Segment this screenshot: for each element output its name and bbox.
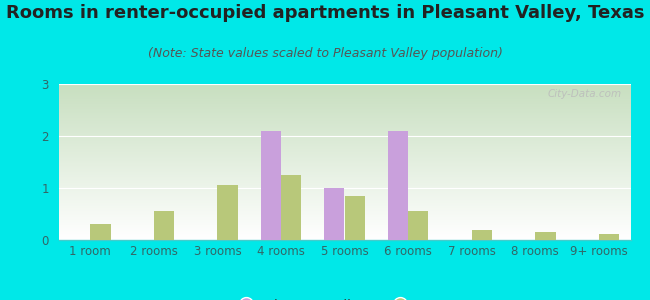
Bar — [281, 175, 302, 240]
Bar — [387, 131, 408, 240]
Bar — [90, 224, 110, 240]
Bar — [472, 230, 492, 240]
Bar — [324, 188, 345, 240]
Legend: Pleasant Valley, Texas: Pleasant Valley, Texas — [227, 293, 462, 300]
Bar — [154, 212, 174, 240]
Bar — [217, 185, 238, 240]
Bar — [599, 234, 619, 240]
Bar — [408, 212, 428, 240]
Bar — [261, 131, 281, 240]
Bar — [535, 232, 556, 240]
Text: (Note: State values scaled to Pleasant Valley population): (Note: State values scaled to Pleasant V… — [148, 46, 502, 59]
Bar — [344, 196, 365, 240]
Text: City-Data.com: City-Data.com — [548, 89, 622, 99]
Text: Rooms in renter-occupied apartments in Pleasant Valley, Texas: Rooms in renter-occupied apartments in P… — [6, 4, 644, 22]
